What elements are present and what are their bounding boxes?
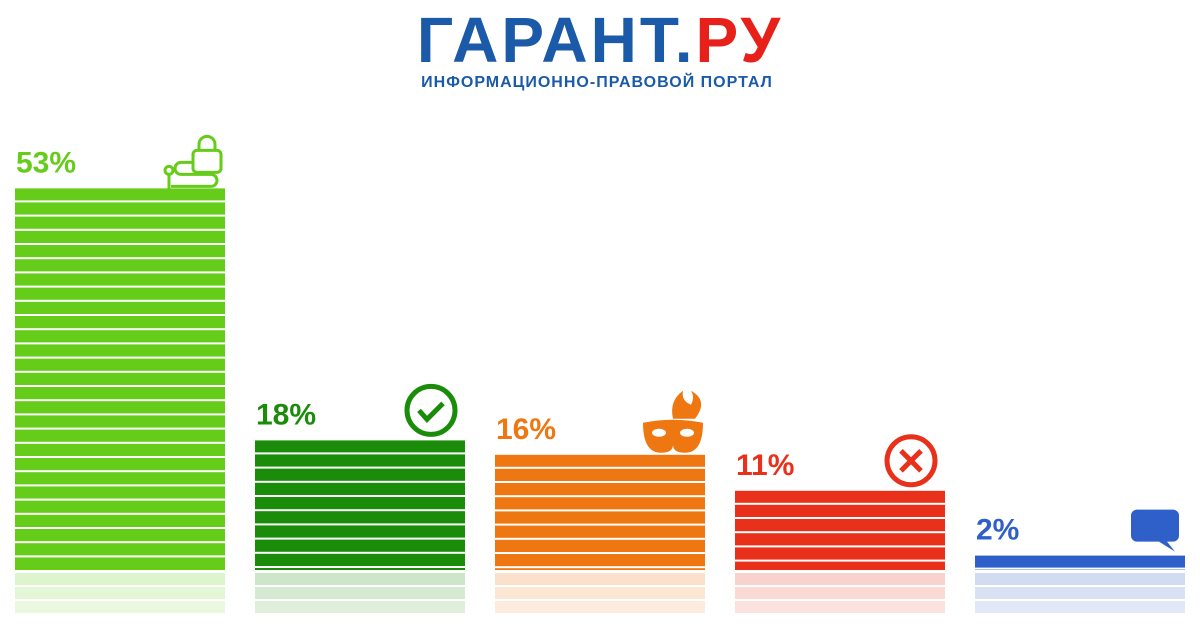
reflection: [975, 601, 1185, 613]
logo: ГАРАНТ.РУ: [417, 4, 783, 76]
icon-lock: [163, 134, 223, 193]
stripe: [15, 456, 225, 458]
icon-part: [163, 164, 175, 176]
stripe: [15, 470, 225, 473]
stripe: [735, 517, 945, 519]
stripe: [975, 567, 1185, 570]
stripe: [255, 466, 465, 469]
icon-part: [197, 134, 217, 151]
icon-cross: [884, 434, 938, 488]
icon-part: [417, 401, 445, 424]
reflection: [735, 587, 945, 599]
stripe: [255, 551, 465, 554]
stripe: [15, 356, 225, 359]
bar: [735, 490, 945, 570]
stripe: [15, 228, 225, 231]
icon-part: [167, 160, 219, 193]
value-label: 53%: [16, 146, 76, 179]
stripe: [15, 342, 225, 345]
stripe: [15, 314, 225, 316]
stripe: [15, 257, 225, 260]
stripe: [495, 552, 705, 554]
reflection: [975, 573, 1185, 585]
stripe: [495, 495, 705, 498]
stripe: [15, 214, 225, 217]
reflection: [255, 573, 465, 585]
stripe: [495, 481, 705, 483]
icon-chat: [1131, 509, 1179, 552]
stripe: [495, 566, 705, 569]
stripe: [15, 285, 225, 288]
reflection: [495, 573, 705, 585]
logo-main: ГАРАНТ.: [417, 4, 696, 76]
icon-part: [899, 449, 923, 473]
stripe: [255, 509, 465, 512]
stripe: [15, 427, 225, 430]
value-label: 2%: [976, 514, 1019, 547]
stripe: [735, 545, 945, 548]
value-label: 18%: [256, 398, 316, 431]
stripe: [495, 537, 705, 540]
reflection: [15, 601, 225, 613]
stripe: [495, 523, 705, 526]
reflection: [15, 573, 225, 585]
reflection: [255, 601, 465, 613]
stripe: [15, 243, 225, 245]
stripe: [15, 498, 225, 501]
stripe: [255, 480, 465, 483]
stripe: [255, 452, 465, 455]
stripe: [15, 555, 225, 558]
stripe: [735, 502, 945, 505]
stripe: [255, 523, 465, 526]
icon-mask: [643, 390, 703, 453]
reflection: [495, 587, 705, 599]
stripe: [495, 466, 705, 469]
reflection: [975, 587, 1185, 599]
icon-part: [404, 383, 458, 437]
stripe: [735, 531, 945, 534]
stripe: [15, 512, 225, 515]
reflection: [15, 587, 225, 599]
stripe: [15, 328, 225, 331]
bar: [15, 188, 225, 570]
reflection: [495, 601, 705, 613]
stripe: [15, 441, 225, 444]
logo-accent: РУ: [695, 4, 783, 76]
stripe: [15, 527, 225, 529]
bar: [255, 440, 465, 570]
stripe: [15, 541, 225, 544]
stripe: [495, 509, 705, 512]
icon-part: [680, 428, 694, 437]
stripe: [15, 413, 225, 416]
stripe: [255, 537, 465, 540]
stripe: [15, 271, 225, 274]
value-label: 11%: [736, 449, 794, 482]
stripe: [15, 370, 225, 373]
bar: [975, 555, 1185, 570]
stripe: [15, 299, 225, 302]
stripe: [255, 566, 465, 568]
stripe: [15, 484, 225, 487]
icon-part: [643, 390, 703, 453]
icon-part: [191, 148, 223, 174]
tagline: ИНФОРМАЦИОННО-ПРАВОВОЙ ПОРТАЛ: [421, 72, 773, 91]
stripe: [255, 495, 465, 497]
stripe: [15, 200, 225, 203]
value-label: 16%: [496, 413, 556, 446]
icon-check: [404, 383, 458, 437]
stripe: [15, 399, 225, 402]
reflection: [735, 573, 945, 585]
stripe: [735, 559, 945, 562]
reflection: [735, 601, 945, 613]
icon-part: [652, 428, 666, 437]
stripe: [15, 385, 225, 387]
bar: [495, 454, 705, 570]
icon-part: [884, 434, 938, 488]
reflection: [255, 587, 465, 599]
